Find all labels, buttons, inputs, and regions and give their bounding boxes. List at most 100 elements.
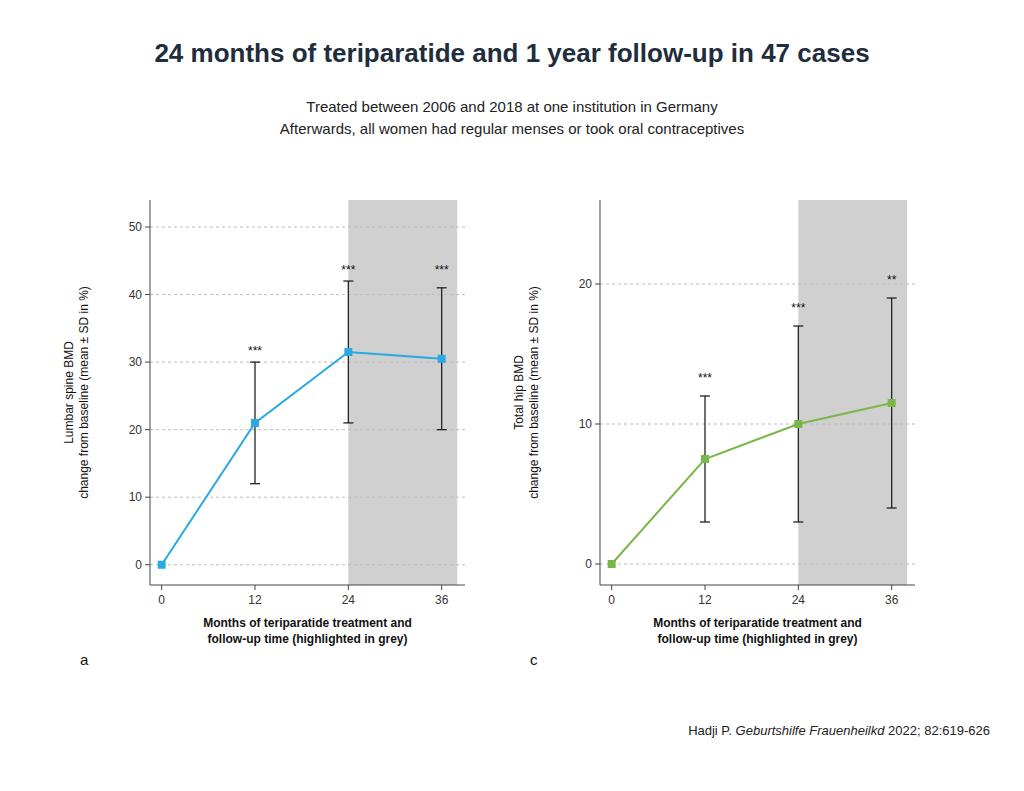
grid-line [150,362,465,363]
x-tick-label: 24 [792,593,806,607]
grid-line [150,497,465,498]
y-tick-label: 20 [129,423,143,437]
y-tick-label: 0 [135,558,142,572]
grid-line [150,294,465,295]
marker [344,348,352,356]
x-tick [348,585,349,590]
x-tick-label: 0 [158,593,165,607]
y-tick [145,497,150,498]
marker [701,455,709,463]
annotation: ** [887,273,897,287]
x-tick [255,585,256,590]
highlight-region [348,200,457,585]
y-tick-label: 10 [129,490,143,504]
plot-area [600,200,915,585]
y-tick [145,564,150,565]
x-tick [611,585,612,590]
error-bar [793,326,803,522]
x-axis-line [600,585,915,586]
x-tick-label: 24 [342,593,356,607]
annotation: *** [791,301,805,315]
title: 24 months of teriparatide and 1 year fol… [154,38,869,68]
x-axis-label-line: follow-up time (highlighted in grey) [208,632,408,646]
grid-line [600,424,915,425]
y-tick-label: 30 [129,355,143,369]
x-tick [705,585,706,590]
panel: 010203040500122436*********Lumbar spine … [62,200,465,668]
x-axis-label-line: follow-up time (highlighted in grey) [658,632,858,646]
error-bar [437,288,447,430]
marker [251,419,259,427]
x-tick [798,585,799,590]
x-axis-label-line: Months of teriparatide treatment and [203,616,412,630]
grid-line [150,227,465,228]
error-bar-cap [793,521,803,522]
y-tick-label: 50 [129,220,143,234]
grid-line [150,429,465,430]
y-tick [145,227,150,228]
y-axis-label: Total hip BMDchange from baseline (mean … [512,286,541,499]
error-bar [887,298,897,508]
highlight-region [798,200,907,585]
y-axis-label-line: change from baseline (mean ± SD in %) [77,286,91,499]
subtitle: Treated between 2006 and 2018 at one ins… [306,98,718,115]
y-axis-label-line: Total hip BMD [512,355,526,430]
x-tick-label: 36 [435,593,449,607]
annotation: *** [698,371,712,385]
y-tick-label: 0 [585,557,592,571]
plot-area [150,200,465,585]
marker [438,355,446,363]
y-axis-label: Lumbar spine BMDchange from baseline (me… [62,286,91,499]
error-bar-cap [700,521,710,522]
series-line [162,352,442,565]
reference: Hadji P. Geburtshilfe Frauenheilkd 2022;… [688,723,990,738]
y-tick-label: 20 [579,277,593,291]
x-axis-label: Months of teriparatide treatment and foll… [653,616,862,646]
y-tick-label: 40 [129,288,143,302]
x-tick [891,585,892,590]
error-bar-cap [343,422,353,423]
y-axis-label-line: Lumbar spine BMD [62,341,76,444]
marker [608,560,616,568]
error-bar-cap [793,325,803,326]
subtitle: Afterwards, all women had regular menses… [280,120,744,137]
reference-part: 2022; 82:619-626 [884,723,990,738]
x-axis-label-line: Months of teriparatide treatment and [653,616,862,630]
error-bar [250,362,260,484]
grid-line [150,564,465,565]
marker [888,399,896,407]
x-tick-label: 12 [248,593,262,607]
grid-line [600,284,915,285]
error-bar-cap [437,429,447,430]
x-axis-label: Months of teriparatide treatment and foll… [203,616,412,646]
y-tick [145,429,150,430]
y-tick [595,284,600,285]
y-axis-line [600,200,601,585]
y-tick [145,294,150,295]
annotation: *** [435,263,449,277]
error-bar-cap [887,507,897,508]
y-tick [145,362,150,363]
y-tick [595,564,600,565]
y-tick [595,424,600,425]
y-axis-label-line: change from baseline (mean ± SD in %) [527,286,541,499]
y-axis-line [150,200,151,585]
x-tick [441,585,442,590]
reference-part: Geburtshilfe Frauenheilkd [736,723,886,738]
error-bar [700,396,710,522]
error-bar-cap [250,483,260,484]
marker [158,561,166,569]
x-axis-line [150,585,465,586]
error-bar [343,281,353,423]
figure: 24 months of teriparatide and 1 year fol… [0,0,1024,791]
y-tick-label: 10 [579,417,593,431]
error-bar-cap [250,361,260,362]
panel-label: a [80,651,89,668]
annotation: *** [341,263,355,277]
error-bar-cap [700,395,710,396]
error-bar-cap [887,297,897,298]
reference-part: Hadji P. [688,723,735,738]
series-line [612,403,892,564]
panel-label: c [530,651,538,668]
error-bar-cap [437,287,447,288]
